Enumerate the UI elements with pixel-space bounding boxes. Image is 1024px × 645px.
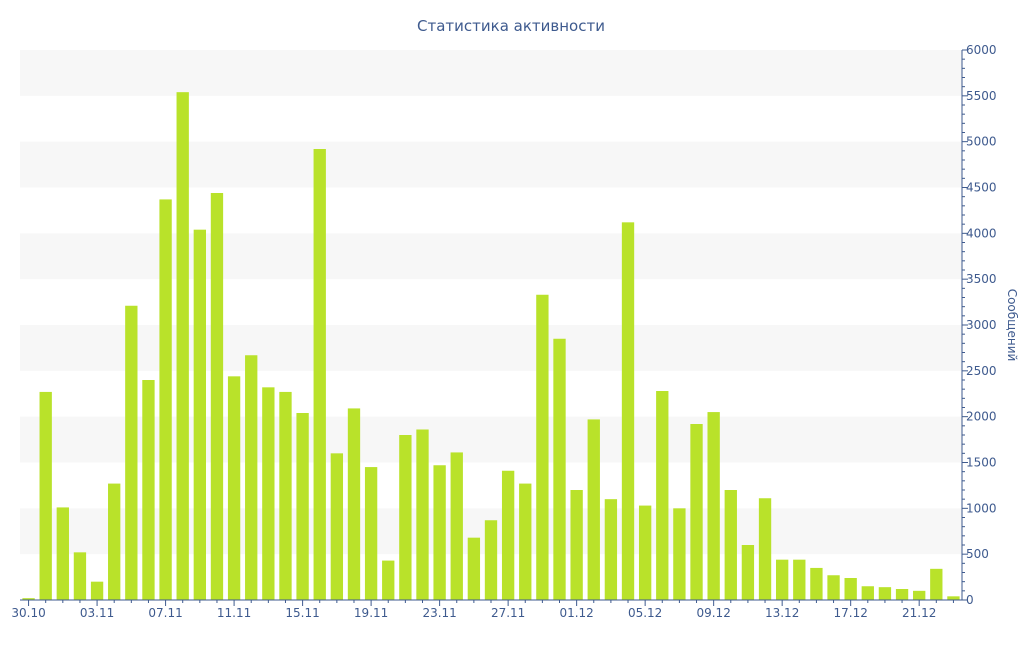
bar-04.12 xyxy=(621,222,635,600)
bar-13.11 xyxy=(262,387,275,600)
x-axis: 30.10 03.11 07.11 11.11 15.11 19.11 23.11 27.11… xyxy=(11,599,962,620)
x-tick-label: 07.11 xyxy=(148,606,182,620)
bar-30.10 xyxy=(22,598,35,600)
x-tick-label: 19.11 xyxy=(354,606,388,620)
y-tick-label: 4000 xyxy=(966,226,997,240)
bar-15.12 xyxy=(810,567,823,600)
bar-23.12 xyxy=(947,596,960,600)
grid-band xyxy=(20,50,962,96)
bar-18.12 xyxy=(861,586,874,600)
bar-12.12 xyxy=(758,498,772,600)
bar-07.12 xyxy=(673,508,686,600)
x-tick-label: 21.12 xyxy=(902,606,936,620)
bar-02.11 xyxy=(73,552,87,600)
bar-11.12 xyxy=(741,545,755,600)
x-tick-label: 23.11 xyxy=(422,606,456,620)
bar-13.12 xyxy=(776,559,789,600)
bar-18.11 xyxy=(347,408,361,600)
bar-05.11 xyxy=(125,305,138,600)
bar-09.12 xyxy=(707,412,720,600)
bar-19.11 xyxy=(364,467,378,600)
x-tick-label: 30.10 xyxy=(11,606,45,620)
bar-03.11 xyxy=(90,581,104,600)
bar-17.11 xyxy=(330,453,344,600)
x-tick-label: 13.12 xyxy=(765,606,799,620)
bar-19.12 xyxy=(878,587,892,600)
x-tick-label: 09.12 xyxy=(696,606,730,620)
y-tick-label: 2500 xyxy=(966,364,997,378)
bar-21.12 xyxy=(913,590,926,600)
bar-20.12 xyxy=(895,589,909,600)
bar-06.12 xyxy=(656,391,669,600)
bars-group xyxy=(22,92,960,601)
bar-10.11 xyxy=(210,193,224,600)
bar-10.12 xyxy=(724,490,737,600)
bar-14.11 xyxy=(279,391,292,600)
bar-28.11 xyxy=(519,483,532,600)
bar-11.11 xyxy=(227,376,241,600)
y-tick-label: 5000 xyxy=(966,135,997,149)
bar-30.11 xyxy=(553,338,566,600)
x-tick-label: 11.11 xyxy=(217,606,251,620)
y-tick-label: 500 xyxy=(966,547,989,561)
bar-16.11 xyxy=(313,149,326,600)
x-tick-label: 27.11 xyxy=(491,606,525,620)
chart-title: Статистика активности xyxy=(417,17,605,35)
bar-08.11 xyxy=(176,92,189,601)
x-tick-label: 17.12 xyxy=(833,606,867,620)
y-tick-label: 1000 xyxy=(966,501,997,515)
y-tick-label: 0 xyxy=(966,593,974,607)
grid-band xyxy=(20,141,962,188)
bar-15.11 xyxy=(296,413,309,600)
x-tick-label: 01.12 xyxy=(559,606,593,620)
bar-05.12 xyxy=(638,505,652,600)
bar-22.12 xyxy=(930,568,943,600)
y-tick-label: 6000 xyxy=(966,43,997,57)
bar-22.11 xyxy=(416,429,429,600)
x-tick-label: 15.11 xyxy=(285,606,319,620)
bar-06.11 xyxy=(142,380,155,600)
bar-03.12 xyxy=(604,499,618,600)
y-tick-label: 2000 xyxy=(966,410,997,424)
bar-17.12 xyxy=(844,578,857,600)
bar-07.11 xyxy=(159,199,172,601)
bar-16.12 xyxy=(827,575,840,600)
bar-24.11 xyxy=(450,452,463,600)
x-tick-label: 03.11 xyxy=(80,606,114,620)
bar-01.11 xyxy=(56,507,69,600)
bar-27.11 xyxy=(501,470,515,600)
bar-31.10 xyxy=(39,391,52,600)
bar-29.11 xyxy=(536,294,549,600)
bar-20.11 xyxy=(382,560,395,600)
bar-09.11 xyxy=(193,229,206,601)
bar-12.11 xyxy=(245,355,258,600)
bar-14.12 xyxy=(793,559,806,600)
y-axis: 0 500 1000 1500 2000 2500 3000 3500 4000 4500 5000… xyxy=(961,43,997,607)
bar-01.12 xyxy=(570,490,583,600)
x-tick-label: 05.12 xyxy=(628,606,662,620)
y-tick-label: 4500 xyxy=(966,181,997,195)
y-tick-label: 3000 xyxy=(966,318,997,332)
bar-25.11 xyxy=(467,537,481,600)
bar-23.11 xyxy=(433,465,446,600)
bar-02.12 xyxy=(587,419,600,600)
y-tick-label: 5500 xyxy=(966,89,997,103)
bar-04.11 xyxy=(108,483,121,600)
y-tick-label: 1500 xyxy=(966,456,997,470)
y-tick-label: 3500 xyxy=(966,272,997,286)
bar-26.11 xyxy=(484,520,498,600)
bar-08.12 xyxy=(690,424,703,600)
y-axis-label: Сообщений xyxy=(1005,289,1019,362)
bar-21.11 xyxy=(399,435,412,600)
